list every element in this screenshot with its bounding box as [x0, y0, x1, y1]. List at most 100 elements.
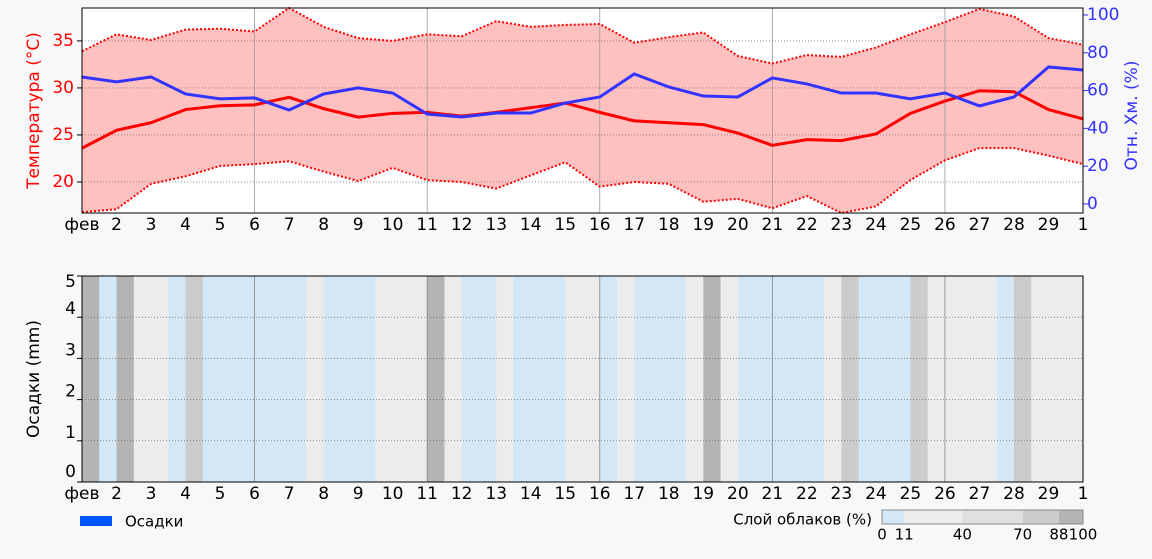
cloud-cover: [824, 276, 842, 482]
cloud-cover: [686, 276, 704, 482]
x-tick-label: 16: [589, 484, 611, 504]
cloud-cover: [151, 276, 169, 482]
cloud-cover: [202, 276, 221, 482]
cloud-cover: [979, 276, 998, 482]
cloud-cover: [668, 276, 687, 482]
cloud-cover: [547, 276, 566, 482]
cloud-cover: [858, 276, 877, 482]
x-tick-label: 17: [623, 484, 645, 504]
x-tick-label: 29: [1038, 484, 1060, 504]
cloud-cover: [220, 276, 238, 482]
cloud-cover: [375, 276, 393, 482]
x-tick-label: 28: [1003, 215, 1025, 235]
cloud-cover: [323, 276, 342, 482]
x-tick-label: 14: [520, 215, 542, 235]
y-tick-label: 0: [65, 462, 76, 482]
legend-swatch: [80, 516, 112, 526]
x-tick-label: 11: [416, 484, 438, 504]
y-axis-label: Осадки (mm): [24, 320, 44, 438]
cloud-cover: [651, 276, 670, 482]
cloud-legend-swatch: [962, 510, 1023, 524]
cloud-cover: [409, 276, 428, 482]
y2-tick-label: 0: [1087, 194, 1098, 214]
cloud-cover: [237, 276, 255, 482]
cloud-cover: [789, 276, 808, 482]
x-tick-label: 17: [623, 215, 645, 235]
x-tick-label: 2: [111, 484, 122, 504]
x-tick-label: 4: [180, 484, 191, 504]
x-tick-label: 25: [900, 484, 922, 504]
cloud-legend-swatch: [904, 510, 963, 524]
cloud-cover: [962, 276, 980, 482]
x-tick-label: 11: [416, 215, 438, 235]
cloud-cover: [461, 276, 480, 482]
legend-label: Осадки: [125, 513, 183, 531]
x-tick-label: 14: [520, 484, 542, 504]
cloud-legend-border: [881, 509, 1084, 525]
x-tick-label: 25: [900, 215, 922, 235]
cloud-cover: [254, 276, 273, 482]
cloud-cover: [720, 276, 739, 482]
cloud-legend-title: Слой облаков (%): [733, 511, 872, 529]
x-tick-label: 3: [146, 215, 157, 235]
x-tick-label: 1: [1078, 215, 1089, 235]
cloud-legend-tick: 88: [1049, 526, 1068, 544]
x-tick-label: 22: [796, 215, 818, 235]
x-tick-label: 23: [831, 215, 853, 235]
cloud-legend-tick: 70: [1013, 526, 1032, 544]
cloud-cover: [599, 276, 618, 482]
x-tick-label: 1: [1078, 484, 1089, 504]
cloud-legend-tick: 0: [877, 526, 887, 544]
cloud-cover: [841, 276, 859, 482]
cloud-legend-tick: 100: [1069, 526, 1098, 544]
cloud-cover: [737, 276, 756, 482]
plot-border: [81, 275, 1084, 483]
cloud-cover: [755, 276, 773, 482]
x-tick-label: 19: [692, 484, 714, 504]
x-tick-label: 15: [554, 484, 576, 504]
x-tick-label: 12: [451, 215, 473, 235]
cloud-legend-swatch: [882, 510, 905, 524]
x-tick-label: 15: [554, 215, 576, 235]
x-tick-label: 10: [382, 484, 404, 504]
cloud-cover: [910, 276, 928, 482]
cloud-cover: [582, 276, 601, 482]
x-tick-label: 5: [215, 484, 226, 504]
cloud-cover: [617, 276, 635, 482]
cloud-cover: [168, 276, 186, 482]
x-tick-label: 23: [831, 484, 853, 504]
x-tick-label: 18: [658, 484, 680, 504]
temperature-max: [81, 6, 1084, 65]
cloud-cover: [565, 276, 583, 482]
x-tick-label: 8: [318, 484, 329, 504]
x-tick-label: 7: [284, 215, 295, 235]
x-tick-label: 24: [865, 215, 887, 235]
y-tick-label: 3: [65, 340, 76, 360]
plot-border: [81, 7, 1084, 214]
y-tick-label: 20: [52, 172, 74, 192]
x-tick-label: 28: [1003, 484, 1025, 504]
x-tick-label: 10: [382, 215, 404, 235]
cloud-legend-swatch: [1022, 510, 1059, 524]
cloud-cover: [1048, 276, 1067, 482]
cloud-cover: [82, 276, 100, 482]
x-tick-label: 22: [796, 484, 818, 504]
x-tick-label: 8: [318, 215, 329, 235]
x-tick-label: 24: [865, 484, 887, 504]
cloud-cover: [185, 276, 204, 482]
x-tick-label: 18: [658, 215, 680, 235]
y2-tick-label: 40: [1087, 118, 1109, 138]
cloud-cover: [1013, 276, 1032, 482]
x-tick-label: 20: [727, 215, 749, 235]
y2-tick-label: 20: [1087, 156, 1109, 176]
x-tick-label: 6: [249, 215, 260, 235]
temperature-range: [82, 8, 1083, 213]
cloud-cover: [427, 276, 445, 482]
y2-tick-label: 60: [1087, 81, 1109, 101]
cloud-cover: [893, 276, 911, 482]
x-tick-label: 5: [215, 215, 226, 235]
x-tick-label: 9: [353, 484, 364, 504]
cloud-cover: [99, 276, 117, 482]
cloud-cover: [116, 276, 135, 482]
